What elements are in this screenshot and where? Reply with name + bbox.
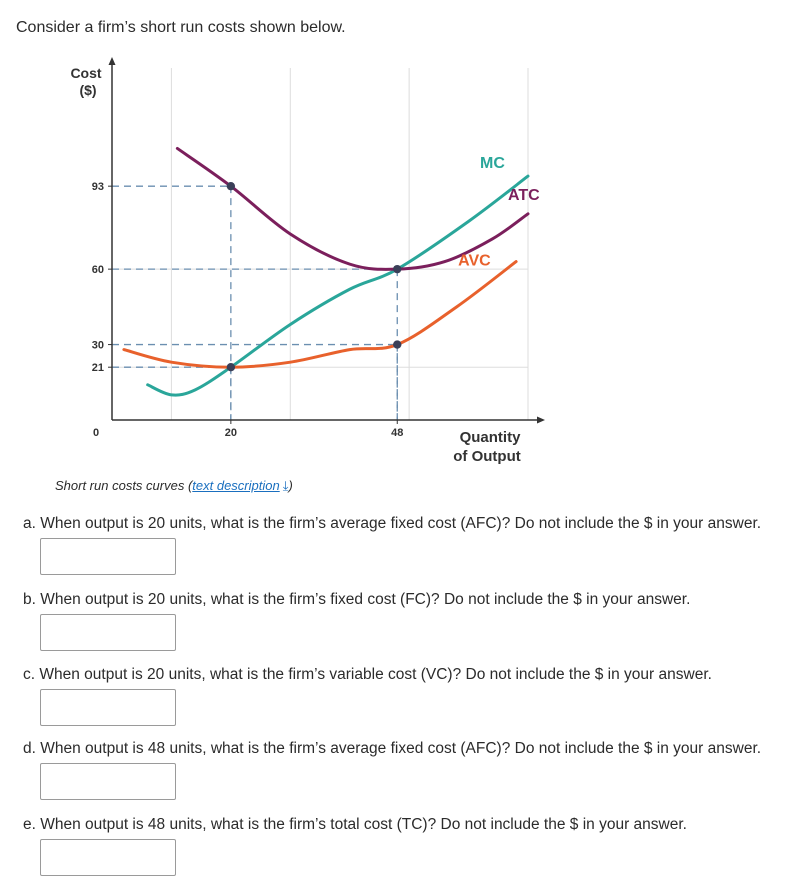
answer-input-b[interactable]	[40, 614, 176, 651]
axis-ticks: 93 60 30 21 0 20 48	[92, 181, 404, 439]
x-tick-label: 0	[93, 427, 99, 439]
question-e: e. When output is 48 units, what is the …	[23, 816, 687, 833]
download-arrow-icon[interactable]: ⤓	[282, 478, 289, 493]
curve-avc	[122, 260, 518, 369]
question-b: b. When output is 20 units, what is the …	[23, 591, 691, 608]
key-point	[393, 340, 402, 349]
label-mc: MC	[480, 155, 505, 172]
label-atc: ATC	[508, 187, 540, 204]
chart-grid	[112, 68, 529, 420]
x-axis-label-line1: Quantity	[460, 429, 521, 446]
y-tick-label: 21	[92, 362, 104, 374]
answer-input-e[interactable]	[40, 839, 176, 876]
x-tick-label: 20	[225, 427, 237, 439]
y-axis-label-line1: Cost	[70, 65, 101, 81]
question-c: c. When output is 20 units, what is the …	[23, 666, 712, 683]
x-axis-arrow	[537, 416, 545, 424]
y-tick-label: 30	[92, 340, 104, 352]
chart-axes: Cost ($) Quantity of Output	[70, 57, 545, 465]
guide-lines	[112, 185, 398, 420]
cost-chart: Cost ($) Quantity of Output 93 60 30 21 0 20 4…	[70, 57, 545, 465]
answer-input-c[interactable]	[40, 689, 176, 726]
y-tick-label: 93	[92, 181, 104, 193]
key-point	[226, 181, 236, 191]
question-d: d. When output is 48 units, what is the …	[23, 740, 762, 757]
caption-close: )	[288, 478, 293, 493]
cost-curves	[122, 146, 530, 397]
y-axis-arrow	[108, 57, 116, 65]
question-a: a. When output is 20 units, what is the …	[23, 515, 762, 532]
x-axis-label-line2: of Output	[453, 448, 520, 465]
key-points	[226, 181, 402, 372]
caption-text: Short run costs curves (	[55, 478, 193, 493]
y-tick-label: 60	[92, 264, 104, 276]
label-avc: AVC	[458, 253, 491, 270]
answer-input-a[interactable]	[40, 538, 176, 575]
curve-mc	[146, 174, 530, 397]
answer-input-d[interactable]	[40, 763, 176, 800]
key-point	[226, 363, 236, 372]
y-axis-label-line2: ($)	[79, 82, 96, 98]
intro-text: Consider a firm’s short run costs shown …	[16, 19, 346, 36]
curve-atc	[175, 146, 530, 271]
key-point	[393, 264, 402, 274]
x-tick-label: 48	[391, 427, 403, 439]
chart-caption: Short run costs curves (text description…	[55, 478, 293, 494]
text-description-link[interactable]: text description	[192, 478, 280, 493]
